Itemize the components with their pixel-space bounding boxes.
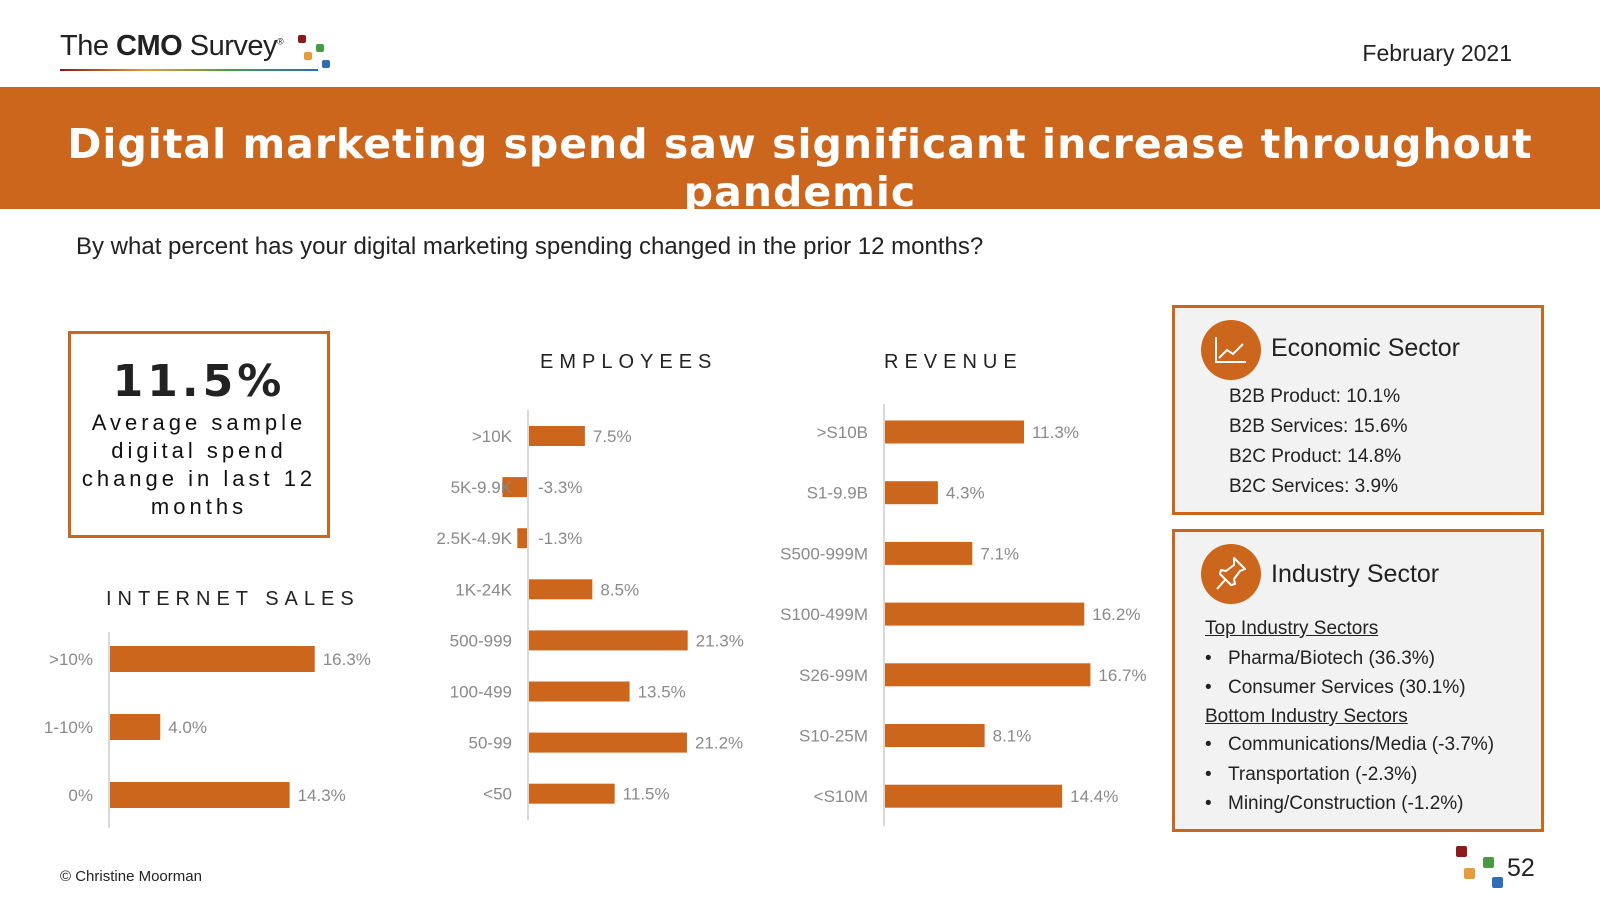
revenue-category-label: S100-499M	[780, 605, 868, 624]
economic-sector-box: Economic Sector B2B Product: 10.1% B2B S…	[1172, 305, 1544, 515]
title-banner	[0, 87, 1600, 209]
internet-sales-bar	[110, 714, 161, 740]
employees-bar	[517, 528, 527, 549]
footer-square-green	[1483, 857, 1494, 868]
footer-square-orange	[1464, 868, 1475, 879]
logo-square-green	[316, 44, 324, 52]
revenue-bar	[885, 784, 1063, 808]
average-label: Average sample digital spend change in l…	[81, 410, 317, 519]
employees-category-label: <50	[483, 785, 512, 804]
industry-sector-box: Industry Sector Top Industry Sectors • Ph…	[1172, 529, 1544, 832]
internet-sales-bar	[110, 646, 315, 672]
econ-item: B2B Services: 15.6%	[1229, 416, 1408, 437]
revenue-bar	[885, 602, 1085, 626]
logo-square-red	[298, 35, 306, 43]
pushpin-icon	[1201, 544, 1261, 604]
revenue-category-label: S1-9.9B	[807, 484, 868, 503]
revenue-bar	[885, 724, 985, 747]
logo-square-orange	[304, 52, 312, 60]
revenue-value-label: 16.7%	[1098, 666, 1146, 685]
line-chart-icon	[1201, 320, 1261, 380]
average-value: 11.5%	[112, 356, 286, 407]
employees-bar	[502, 477, 527, 498]
footer-square-red	[1456, 846, 1467, 857]
revenue-category-label: <S10M	[814, 787, 868, 806]
employees-value-label: 11.5%	[623, 785, 670, 804]
employees-value-label: 21.3%	[696, 631, 744, 650]
logo-square-blue	[322, 60, 330, 68]
internet-sales-value-label: 4.0%	[168, 718, 207, 737]
employees-bar	[529, 732, 687, 753]
internet-sales-category-label: 1-10%	[44, 718, 93, 737]
revenue-value-label: 14.4%	[1070, 787, 1118, 806]
employees-value-label: 8.5%	[600, 580, 639, 599]
econ-item: B2B Product: 10.1%	[1229, 386, 1401, 407]
footer-square-blue	[1492, 877, 1503, 888]
revenue-value-label: 7.1%	[980, 544, 1019, 563]
employees-value-label: -1.3%	[538, 529, 582, 548]
employees-value-label: 21.2%	[695, 734, 743, 753]
employees-value-label: -3.3%	[538, 478, 582, 497]
internet-sales-category-label: >10%	[49, 650, 93, 669]
employees-category-label: 1K-24K	[455, 580, 512, 599]
employees-category-label: 500-999	[450, 631, 512, 650]
revenue-value-label: 11.3%	[1032, 423, 1079, 442]
econ-item: B2C Product: 14.8%	[1229, 446, 1402, 467]
industry-item: • Consumer Services (30.1%)	[1205, 677, 1466, 698]
internet-sales-category-label: 0%	[68, 786, 93, 805]
employees-bar	[529, 630, 688, 651]
survey-question: By what percent has your digital marketi…	[76, 233, 984, 260]
employees-bar	[529, 681, 630, 702]
revenue-title: REVENUE	[884, 351, 1023, 373]
logo-underline	[60, 69, 318, 71]
industry-item: • Transportation (-2.3%)	[1205, 764, 1418, 785]
employees-category-label: 100-499	[450, 683, 512, 702]
page-title: Digital marketing spend saw significant …	[67, 120, 1533, 216]
industry-item: • Pharma/Biotech (36.3%)	[1205, 648, 1435, 669]
top-sectors-heading: Top Industry Sectors	[1205, 618, 1379, 639]
employees-value-label: 13.5%	[638, 683, 686, 702]
econ-item: B2C Services: 3.9%	[1229, 476, 1398, 497]
logo-text: The CMO Survey®	[60, 30, 284, 62]
average-callout: 11.5% Average sample digital spend chang…	[68, 331, 330, 538]
report-date: February 2021	[1362, 40, 1512, 66]
internet-sales-value-label: 14.3%	[298, 786, 346, 805]
revenue-category-label: S10-25M	[799, 727, 868, 746]
revenue-bar	[885, 541, 973, 565]
revenue-value-label: 4.3%	[946, 484, 985, 503]
employees-category-label: >10K	[472, 427, 513, 446]
copyright: © Christine Moorman	[60, 868, 202, 885]
employees-category-label: 2.5K-4.9K	[436, 529, 512, 548]
economic-sector-title: Economic Sector	[1271, 334, 1460, 362]
industry-item: • Communications/Media (-3.7%)	[1205, 734, 1495, 755]
revenue-chart: >S10B 11.3% S1-9.9B 4.3% S500-999M 7.1% S100-4…	[780, 404, 1147, 826]
revenue-value-label: 8.1%	[993, 727, 1032, 746]
internet-sales-value-label: 16.3%	[323, 650, 371, 669]
employees-bar	[529, 579, 593, 600]
revenue-category-label: S500-999M	[780, 544, 868, 563]
internet-sales-bar	[110, 782, 290, 808]
revenue-bar	[885, 420, 1024, 444]
industry-sector-title: Industry Sector	[1271, 560, 1440, 588]
bottom-sectors-heading: Bottom Industry Sectors	[1205, 706, 1408, 727]
industry-item: • Mining/Construction (-1.2%)	[1205, 793, 1464, 814]
revenue-bar	[885, 663, 1091, 687]
revenue-category-label: S26-99M	[799, 666, 868, 685]
revenue-value-label: 16.2%	[1092, 605, 1140, 624]
employees-chart: >10K 7.5% 5K-9.9K -3.3% 2.5K-4.9K -1.3% 1K-24K…	[436, 410, 744, 820]
employees-value-label: 7.5%	[593, 427, 632, 446]
page-number: 52	[1507, 854, 1535, 882]
internet-sales-title: INTERNET SALES	[106, 588, 360, 610]
employees-bar	[529, 426, 585, 446]
employees-bar	[529, 783, 615, 804]
employees-category-label: 5K-9.9K	[451, 478, 513, 497]
employees-category-label: 50-99	[469, 734, 512, 753]
employees-title: EMPLOYEES	[540, 351, 718, 373]
revenue-bar	[885, 481, 938, 505]
cmo-survey-logo: The CMO Survey®	[60, 30, 330, 74]
revenue-category-label: >S10B	[816, 423, 868, 442]
internet-sales-chart: >10% 16.3% 1-10% 4.0% 0% 14.3%	[44, 632, 371, 828]
